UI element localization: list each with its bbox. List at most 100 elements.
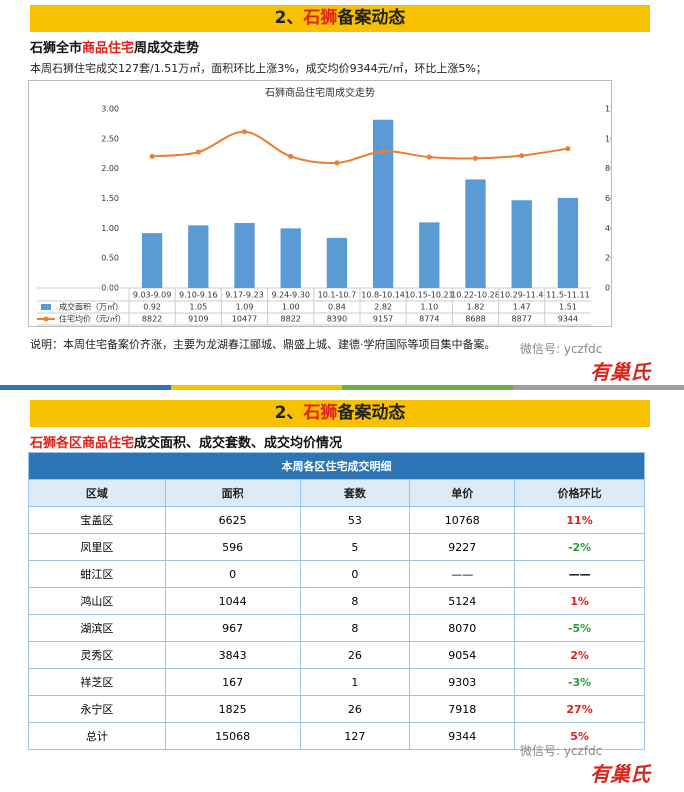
table-title: 本周各区住宅成交明细 (28, 452, 645, 480)
value-label: 0.84 (328, 303, 346, 312)
subtitle-text: 商品住宅 (82, 41, 135, 56)
bar (465, 179, 486, 288)
table-cell: 总计 (28, 722, 166, 750)
table-cell: 10768 (409, 506, 516, 534)
value-label: 8822 (281, 315, 301, 324)
x-tick-label: 10.29-11.4 (500, 291, 544, 300)
chart: 石狮商品住宅周成交走势 0.000.501.001.502.002.503.00… (28, 80, 612, 327)
table-cell: 面积 (164, 479, 301, 507)
y-tick-label: 0.50 (101, 254, 119, 263)
subtitle-text: 成交面积、成交套数、成交均价情况 (134, 436, 343, 451)
point (473, 155, 478, 161)
bar (141, 233, 163, 288)
table-cell: 53 (299, 506, 411, 534)
bar (326, 237, 348, 288)
table-cell: 11% (514, 506, 645, 534)
header-text: 备案动态 (337, 8, 406, 28)
point (149, 153, 155, 159)
wechat: 微信号: yczfdc (520, 342, 603, 356)
table-cell: 8070 (409, 614, 516, 642)
table-row: 灵秀区 3843 26 9054 2% (28, 641, 645, 669)
value-label: 8390 (327, 315, 347, 324)
x-tick-label: 10.15-10.21 (405, 291, 454, 300)
table-cell: 1% (514, 587, 645, 615)
table-cell: 0 (299, 560, 411, 588)
table-cell: 9344 (409, 722, 516, 750)
value-label: 1.82 (467, 303, 485, 312)
y2-tick-label: 0 (605, 284, 610, 293)
table-cell: 湖滨区 (28, 614, 166, 642)
x-tick-label: 10.22-10.28 (451, 291, 500, 300)
value-label: 9109 (188, 315, 208, 324)
wechat: 微信号: yczfdc (520, 744, 603, 758)
table-cell: 灵秀区 (28, 641, 166, 669)
value-label: 1.00 (282, 303, 300, 312)
table-cell: 祥芝区 (28, 668, 166, 696)
value-label: 8877 (512, 315, 532, 324)
table-cell: -5% (514, 614, 645, 642)
y-tick-label: 3.00 (101, 105, 119, 114)
bar (511, 200, 532, 288)
point (242, 129, 247, 135)
table-cell: 6625 (164, 506, 301, 534)
divider (0, 385, 684, 390)
table-cell: 596 (164, 533, 301, 561)
table-row: 祥芝区 167 1 9303 -3% (28, 668, 645, 696)
bar (372, 119, 394, 288)
logo: 有巢氏 (590, 360, 650, 384)
table: 本周各区住宅成交明细 区域 面积 套数 单价 价格环比 宝盖区 6625 53 10768 11%… (28, 452, 645, 750)
value-label: 1.05 (189, 303, 207, 312)
table-cell: 5% (514, 722, 645, 750)
table-cell: 8 (299, 587, 411, 615)
table-cell: 单价 (409, 479, 516, 507)
table-cell: —— (409, 560, 516, 588)
y2-tick-label: 4000 (605, 224, 612, 233)
value-label: 8688 (465, 315, 485, 324)
header-text: 石狮 (303, 8, 338, 28)
point (565, 146, 571, 152)
table-row: 湖滨区 967 8 8070 -5% (28, 614, 645, 642)
y2-tick-label: 6000 (605, 194, 612, 203)
header-text: 备案动态 (337, 403, 406, 423)
header-text: 石狮 (303, 403, 338, 423)
table-cell: 7918 (409, 695, 516, 723)
point (334, 160, 340, 166)
point (380, 148, 386, 154)
legend-label: 成交面积（万㎡） (59, 302, 123, 312)
table-cell: 5 (299, 533, 411, 561)
table-cell: 9054 (409, 641, 516, 669)
table-row: 凤里区 596 5 9227 -2% (28, 533, 645, 561)
table-row: 总计 15068 127 9344 5% (28, 722, 645, 750)
table-cell: 5124 (409, 587, 516, 615)
section-header: 2、石狮备案动态 (30, 400, 650, 427)
table-row: 宝盖区 6625 53 10768 11% (28, 506, 645, 534)
x-tick-label: 11.5-11.11 (546, 291, 590, 300)
table-cell: 26 (299, 695, 411, 723)
table-cell: —— (514, 560, 645, 588)
y-tick-label: 1.50 (101, 194, 119, 203)
value-label: 1.10 (420, 303, 438, 312)
x-tick-label: 10.8-10.14 (361, 291, 405, 300)
y2-tick-label: 10000 (605, 134, 612, 143)
subtitle-text: 石狮全市 (30, 41, 83, 56)
legend-swatch (43, 316, 49, 322)
value-label: 10477 (232, 315, 257, 324)
table-cell: 3843 (164, 641, 301, 669)
value-label: 1.51 (559, 303, 577, 312)
y-tick-label: 2.00 (101, 164, 119, 173)
logo: 有巢氏 (590, 762, 650, 786)
y2-tick-label: 2000 (605, 254, 612, 263)
value-label: 8774 (419, 315, 439, 324)
x-tick-label: 9.17-9.23 (225, 291, 264, 300)
table-cell: 0 (164, 560, 301, 588)
table-cell: 套数 (299, 479, 411, 507)
header-text: 2、 (274, 8, 304, 28)
x-tick-label: 9.10-9.16 (179, 291, 218, 300)
table-cell: 蚶江区 (28, 560, 166, 588)
point (195, 149, 201, 155)
point (519, 153, 525, 159)
x-tick-label: 9.03-9.09 (133, 291, 172, 300)
table-cell: 9303 (409, 668, 516, 696)
subtitle: 石狮各区商品住宅成交面积、成交套数、成交均价情况 (30, 432, 342, 451)
